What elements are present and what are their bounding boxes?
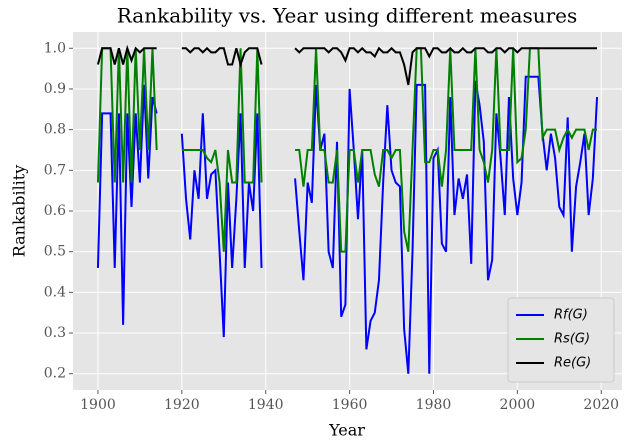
x-axis-label: Year bbox=[328, 421, 365, 440]
chart-title: Rankability vs. Year using different mea… bbox=[117, 4, 578, 28]
y-tick-label: 0.8 bbox=[44, 122, 66, 138]
y-tick-label: 0.7 bbox=[44, 162, 66, 178]
y-tick-label: 0.5 bbox=[44, 244, 66, 260]
x-tick-label: 2000 bbox=[500, 397, 536, 413]
y-tick-label: 0.3 bbox=[44, 325, 66, 341]
x-tick-label: 1980 bbox=[416, 397, 452, 413]
legend bbox=[507, 297, 615, 383]
legend-label: Rs(G) bbox=[554, 332, 590, 347]
y-tick-label: 0.6 bbox=[44, 203, 66, 219]
x-tick-label: 1900 bbox=[80, 397, 116, 413]
y-tick-label: 0.4 bbox=[44, 284, 66, 300]
x-tick-label: 2020 bbox=[583, 397, 619, 413]
y-tick-label: 0.9 bbox=[44, 81, 66, 97]
legend-label: Rf(G) bbox=[554, 308, 588, 323]
y-tick-label: 1.0 bbox=[44, 40, 66, 56]
series-line bbox=[96, 75, 599, 374]
y-axis-label: Rankability bbox=[10, 165, 29, 258]
x-tick-label: 1920 bbox=[164, 397, 200, 413]
series-line bbox=[96, 44, 598, 86]
x-tick-label: 1940 bbox=[248, 397, 284, 413]
x-tick-label: 1960 bbox=[332, 397, 368, 413]
legend-label: Re(G) bbox=[554, 356, 591, 371]
y-tick-label: 0.2 bbox=[44, 366, 66, 382]
